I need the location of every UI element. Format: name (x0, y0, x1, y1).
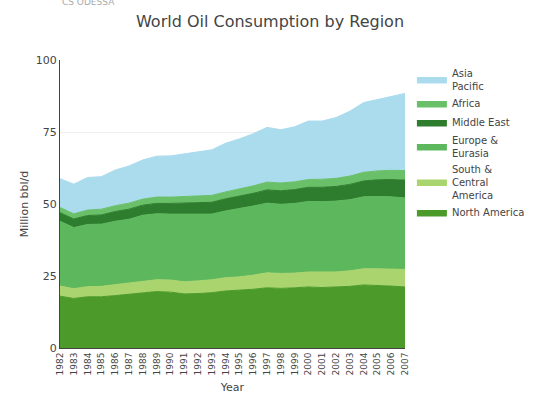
svg-text:World Oil Consumption by Regio: World Oil Consumption by Region (136, 12, 404, 31)
svg-text:1984: 1984 (83, 352, 93, 375)
svg-text:2005: 2005 (372, 353, 382, 376)
svg-text:50: 50 (43, 198, 57, 211)
svg-text:1989: 1989 (152, 352, 162, 375)
svg-text:North America: North America (452, 207, 524, 218)
svg-text:AsiaPacific: AsiaPacific (452, 68, 484, 92)
svg-text:1992: 1992 (193, 353, 203, 376)
svg-text:2004: 2004 (359, 352, 369, 375)
svg-text:2003: 2003 (345, 353, 355, 376)
svg-text:1997: 1997 (262, 353, 272, 376)
svg-text:Europe &Eurasia: Europe &Eurasia (452, 135, 498, 159)
svg-text:1991: 1991 (179, 353, 189, 376)
svg-text:1987: 1987 (124, 353, 134, 376)
svg-text:1986: 1986 (110, 352, 120, 375)
svg-text:2002: 2002 (331, 353, 341, 376)
svg-text:CS ODESSA: CS ODESSA (62, 0, 115, 7)
svg-text:1988: 1988 (138, 352, 148, 375)
svg-text:1996: 1996 (248, 352, 258, 375)
svg-text:2006: 2006 (386, 352, 396, 375)
svg-text:Middle East: Middle East (452, 117, 510, 128)
svg-text:1985: 1985 (96, 353, 106, 376)
svg-text:0: 0 (50, 342, 57, 355)
svg-text:75: 75 (43, 126, 57, 139)
svg-text:1998: 1998 (276, 352, 286, 375)
svg-text:2007: 2007 (400, 353, 410, 376)
svg-text:1995: 1995 (234, 353, 244, 376)
svg-text:Africa: Africa (452, 98, 481, 109)
svg-text:25: 25 (43, 270, 57, 283)
svg-text:100: 100 (36, 54, 57, 67)
svg-text:2000: 2000 (303, 352, 313, 375)
svg-text:2001: 2001 (317, 353, 327, 376)
svg-text:Year: Year (220, 381, 245, 394)
svg-text:Million bbl/d: Million bbl/d (18, 171, 31, 238)
svg-text:1999: 1999 (290, 352, 300, 375)
svg-text:1990: 1990 (165, 352, 175, 375)
svg-text:South &CentralAmerica: South &CentralAmerica (452, 164, 493, 201)
svg-text:1982: 1982 (55, 353, 65, 376)
svg-text:1993: 1993 (207, 353, 217, 376)
svg-text:1994: 1994 (221, 352, 231, 375)
svg-text:1983: 1983 (69, 353, 79, 376)
